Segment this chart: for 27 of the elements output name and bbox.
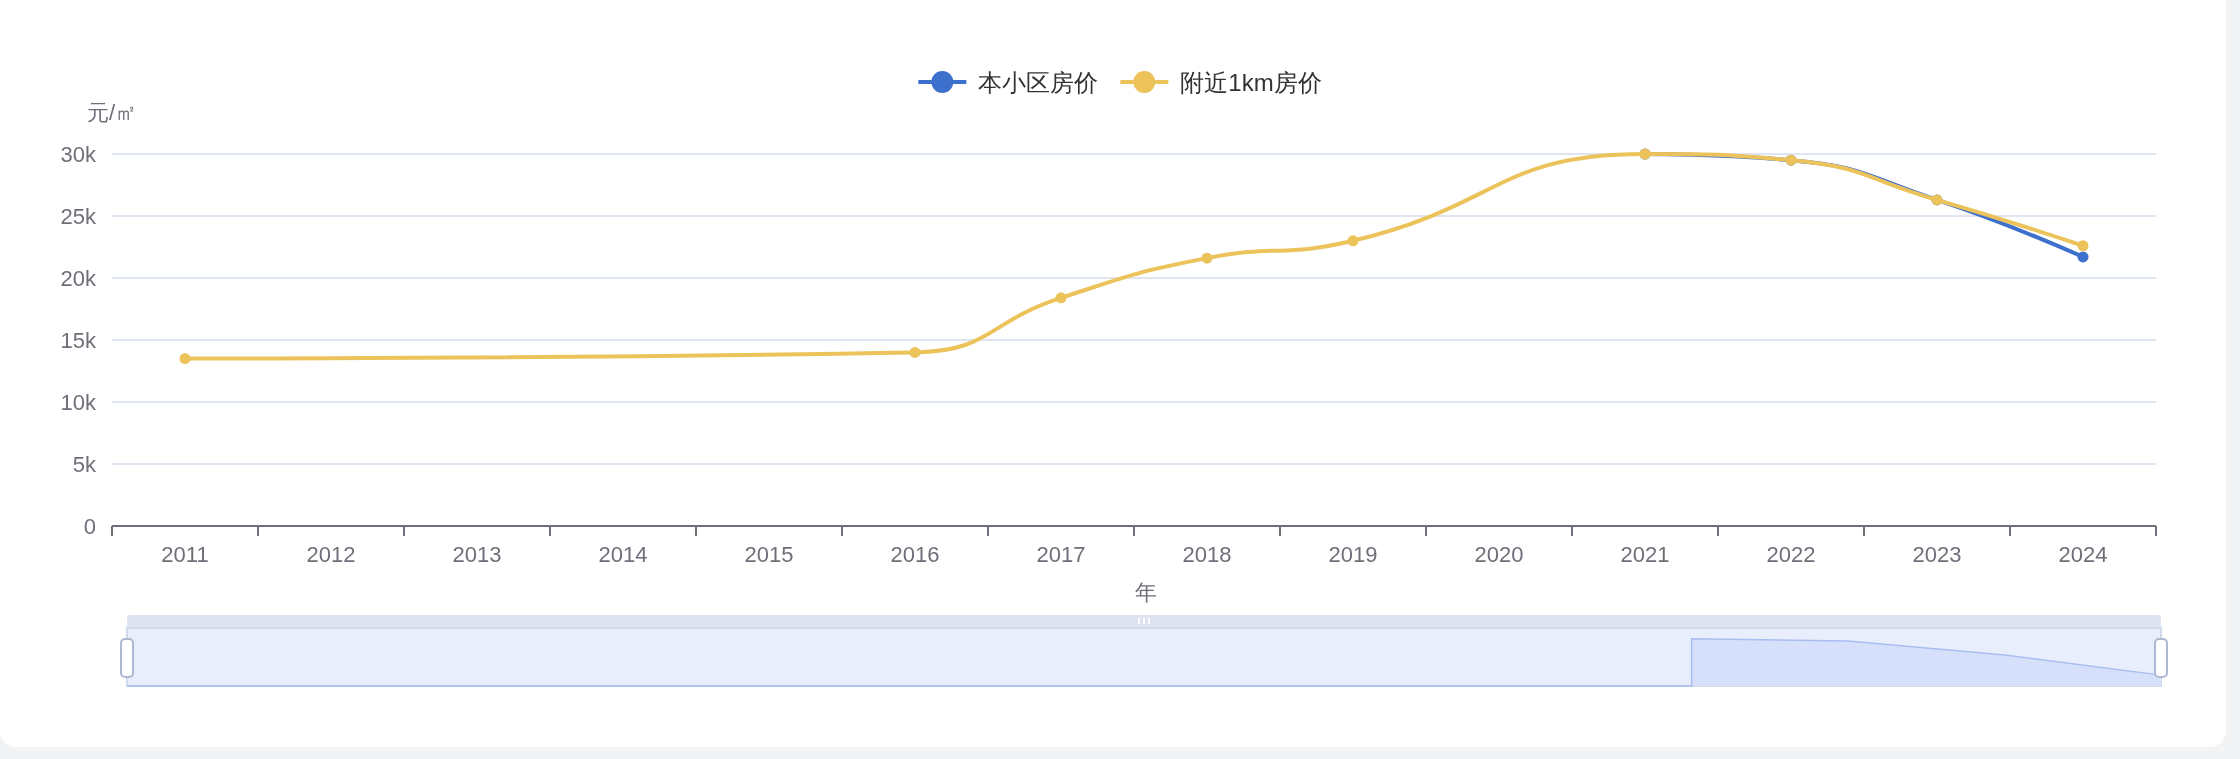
x-tick-label: 2019	[1328, 541, 1378, 567]
y-tick-label: 15k	[60, 327, 96, 353]
x-tick-label: 2017	[1036, 541, 1086, 567]
legend-item: 本小区房价	[918, 68, 1099, 96]
x-axis-title: 年	[1135, 579, 1157, 605]
x-tick-label: 2021	[1620, 541, 1670, 567]
x-tick-label: 2011	[161, 541, 209, 567]
legend-label: 附近1km房价	[1180, 68, 1322, 96]
y-tick-label: 20k	[60, 265, 96, 291]
x-tick-label: 2024	[2058, 541, 2108, 567]
x-tick-label: 2012	[306, 541, 356, 567]
legend-item: 附近1km房价	[1120, 68, 1322, 96]
y-tick-label: 30k	[60, 141, 96, 167]
x-tick-label: 2023	[1912, 541, 1962, 567]
x-tick-label: 2022	[1766, 541, 1816, 567]
legend-label: 本小区房价	[978, 68, 1099, 96]
x-tick-label: 2020	[1474, 541, 1524, 567]
x-tick-label: 2016	[890, 541, 940, 567]
y-tick-label: 5k	[72, 451, 96, 477]
y-tick-label: 25k	[60, 203, 96, 229]
x-tick-label: 2018	[1182, 541, 1232, 567]
x-tick-label: 2015	[744, 541, 794, 567]
y-axis-title: 元/㎡	[86, 99, 138, 125]
y-tick-label: 0	[83, 513, 96, 539]
y-tick-label: 10k	[60, 389, 96, 415]
x-tick-label: 2013	[452, 541, 502, 567]
x-tick-label: 2014	[598, 541, 648, 567]
